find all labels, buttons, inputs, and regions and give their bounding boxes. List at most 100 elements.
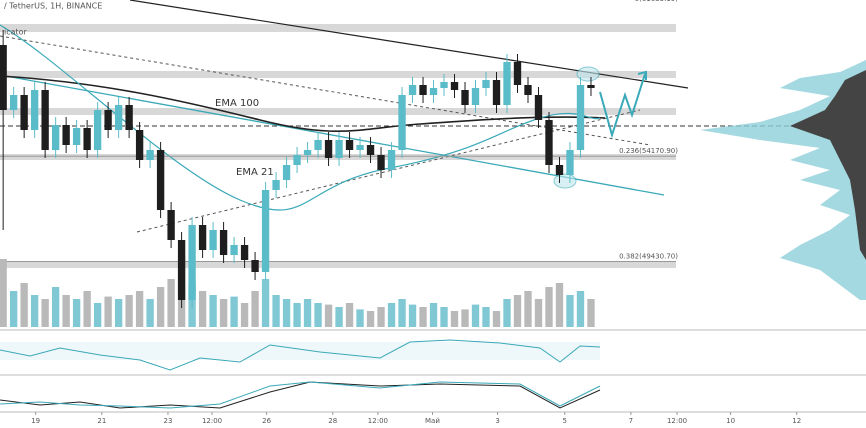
volume-bar — [440, 307, 448, 327]
volume-bar — [209, 295, 217, 327]
candle-body — [261, 190, 270, 272]
volume-bar — [230, 296, 238, 327]
volume-bar — [513, 295, 522, 327]
volume-bar — [471, 304, 480, 327]
zone — [0, 108, 676, 115]
volume-bar — [429, 303, 438, 327]
volume-bar — [576, 291, 585, 327]
forecast-arrow — [599, 73, 646, 139]
volume-bar — [93, 303, 102, 327]
volume-bar — [0, 259, 7, 327]
volume-bar — [219, 299, 228, 327]
candle-body — [356, 145, 364, 150]
candle-body — [177, 240, 186, 300]
candle-body — [30, 90, 39, 130]
candle-body — [471, 88, 480, 105]
volume-bar — [534, 299, 543, 327]
volume-bar — [83, 291, 91, 327]
trendline — [0, 35, 651, 146]
volume-bar — [356, 309, 364, 327]
volume-bar — [9, 291, 18, 327]
candle-body — [20, 95, 28, 130]
candle-body — [303, 150, 312, 155]
candle-body — [408, 85, 417, 95]
candle-body — [135, 130, 144, 160]
volume-bar — [545, 287, 553, 327]
x-tick-label: 23 — [163, 417, 172, 425]
x-tick-label: Май — [425, 417, 440, 425]
volume-bar — [167, 279, 175, 327]
stoch-line — [0, 381, 601, 409]
candle-body — [524, 85, 532, 95]
volume-bar — [261, 279, 270, 327]
zone — [0, 24, 676, 32]
volume-bar — [41, 299, 49, 327]
x-tick-label: 7 — [629, 417, 633, 425]
candle-body — [482, 80, 490, 88]
candle-body — [188, 225, 196, 300]
volume-bar — [377, 307, 385, 327]
volume-bar — [482, 307, 490, 327]
volume-bar — [272, 295, 280, 327]
volume-bar — [408, 304, 417, 327]
candle-body — [230, 245, 238, 255]
candle-body — [93, 110, 102, 150]
volume-bar — [114, 299, 123, 327]
zone — [0, 262, 676, 268]
volume-bar — [345, 303, 354, 327]
x-tick-label: 21 — [97, 417, 106, 425]
candle-body — [419, 85, 427, 95]
candle-body — [450, 82, 459, 90]
candle-body — [272, 180, 280, 190]
candle-body — [9, 95, 18, 110]
volume-bar — [104, 296, 112, 327]
volume-bar — [51, 287, 60, 327]
volume-bar — [30, 295, 39, 327]
volume-bar — [555, 283, 564, 327]
volume-bar — [62, 295, 70, 327]
candle-body — [545, 120, 553, 165]
volume-bar — [303, 299, 312, 327]
volume-bar — [282, 299, 291, 327]
volume-bar — [566, 295, 574, 327]
candle-body — [83, 128, 91, 150]
volume-bar — [387, 303, 396, 327]
candle-body — [0, 45, 7, 110]
candle-body — [146, 150, 154, 160]
volume-bar — [314, 303, 322, 327]
candle-body — [576, 85, 585, 150]
x-tick-label: 26 — [262, 417, 271, 425]
candle-body — [324, 140, 333, 158]
candle-body — [251, 260, 259, 272]
rsi-line — [0, 339, 601, 371]
volume-bar — [156, 287, 165, 327]
x-tick-label: 28 — [328, 417, 337, 425]
candle-body — [503, 62, 511, 105]
volume-bar — [419, 307, 427, 327]
candle-body — [41, 90, 49, 150]
candle-body — [51, 125, 60, 150]
candle-body — [461, 90, 469, 105]
candle-body — [377, 155, 385, 170]
candle-body — [440, 82, 448, 88]
candle-body — [429, 88, 438, 95]
candle-body — [314, 140, 322, 150]
stoch-line — [0, 381, 601, 409]
volume-bar — [293, 303, 301, 327]
chart-title: / TetherUS, 1Н, BINANCE — [4, 2, 102, 11]
fib-label: 0.236(54170.90) — [619, 147, 678, 155]
trendline — [136, 109, 641, 233]
volume-bar — [125, 295, 133, 327]
x-tick-label: 5 — [563, 417, 567, 425]
candle-body — [366, 145, 375, 155]
trendline — [0, 74, 665, 196]
volume-bar — [135, 291, 144, 327]
candle-body — [587, 85, 595, 88]
volume-bar — [335, 307, 343, 327]
volume-bar — [398, 299, 406, 327]
candle-body — [555, 165, 564, 175]
volume-bar — [503, 299, 511, 327]
volume-bar — [146, 299, 154, 327]
highlight — [553, 173, 577, 189]
